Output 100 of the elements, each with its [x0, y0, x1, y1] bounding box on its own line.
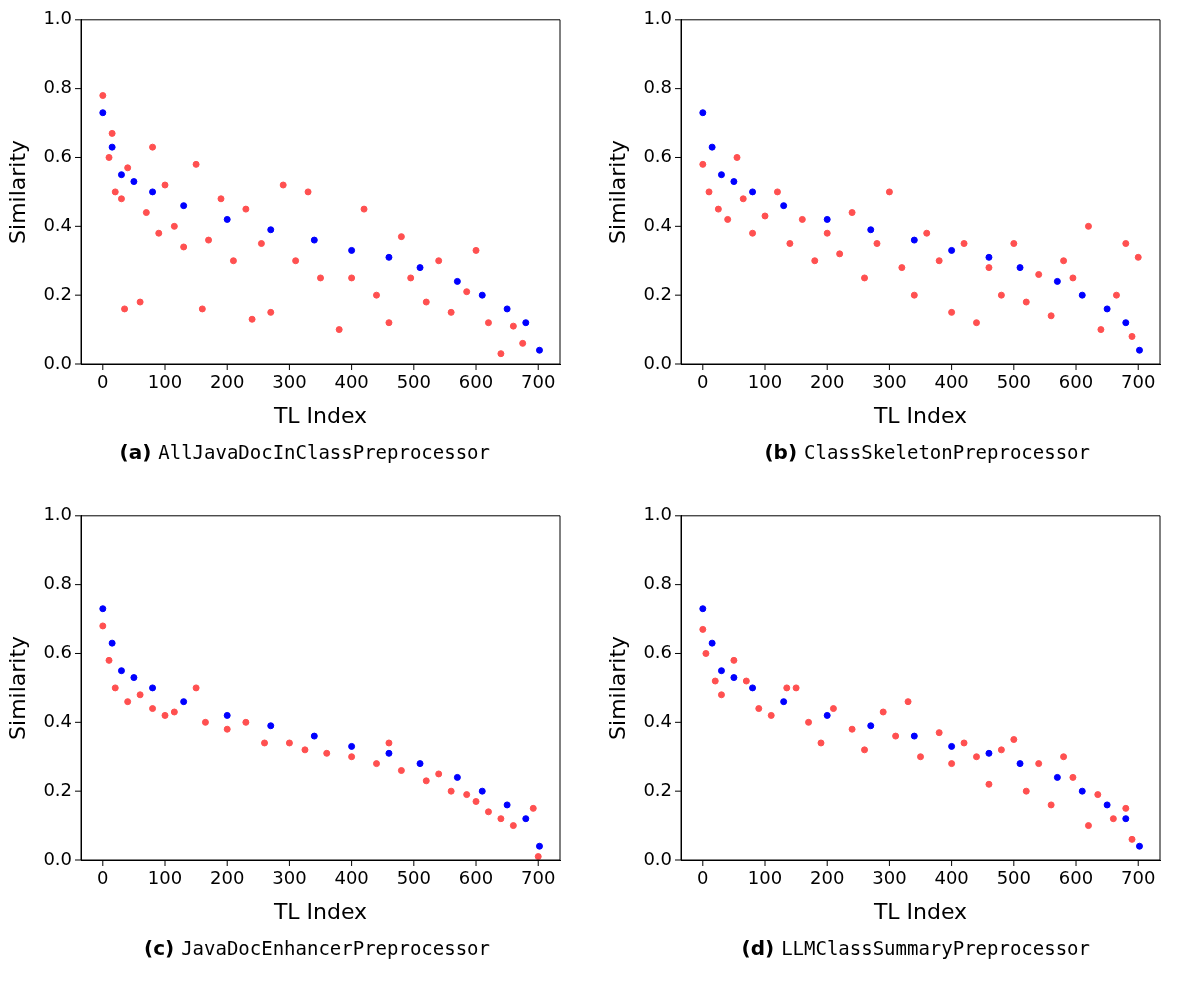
point: [373, 760, 380, 768]
y-axis-title: Similarity: [4, 139, 30, 244]
text: (b) ClassSkeletonPreprocessor: [764, 440, 1090, 464]
point: [161, 181, 169, 189]
point: [161, 711, 169, 719]
x-tick-label: 200: [810, 371, 845, 393]
point: [711, 677, 719, 685]
point: [724, 215, 732, 223]
x-axis-title: TL Index: [272, 898, 368, 924]
point: [416, 264, 424, 272]
point: [99, 622, 107, 630]
point: [229, 257, 237, 265]
point: [149, 705, 157, 713]
point: [267, 308, 275, 316]
point: [121, 305, 129, 313]
point: [973, 753, 980, 761]
point: [1078, 291, 1086, 299]
point: [708, 143, 716, 151]
point: [1047, 312, 1055, 320]
y-tick-label: 0.6: [643, 641, 673, 663]
point: [99, 109, 107, 117]
point: [960, 739, 968, 747]
point: [717, 667, 725, 675]
point: [985, 264, 993, 272]
point: [702, 649, 710, 657]
point: [497, 815, 505, 823]
x-axis-title: TL Index: [872, 402, 968, 428]
point: [201, 718, 209, 726]
x-tick-label: 200: [810, 867, 845, 889]
point: [997, 746, 1005, 754]
point: [422, 298, 430, 306]
point: [124, 698, 132, 706]
point: [1109, 815, 1117, 823]
y-tick-label: 0.8: [43, 572, 73, 594]
point: [773, 188, 781, 196]
point: [761, 212, 769, 220]
point: [198, 305, 206, 313]
y-tick-label: 0.0: [43, 847, 73, 869]
point: [509, 322, 517, 330]
x-tick-label: 400: [334, 867, 369, 889]
point: [1060, 257, 1068, 265]
point: [811, 257, 819, 265]
x-axis-title: TL Index: [272, 402, 368, 428]
point: [192, 160, 200, 168]
y-tick-label: 0.0: [43, 351, 73, 373]
point: [149, 143, 157, 151]
point: [817, 739, 825, 747]
y-tick-label: 0.8: [43, 76, 73, 98]
point: [717, 171, 725, 179]
y-tick-label: 0.4: [643, 213, 673, 235]
point: [823, 229, 831, 237]
x-tick-label: 600: [1058, 867, 1094, 889]
point: [1084, 222, 1092, 230]
point: [867, 722, 875, 730]
point: [304, 188, 312, 196]
point: [730, 178, 738, 186]
point: [397, 767, 405, 775]
point: [509, 822, 517, 830]
point: [472, 797, 480, 805]
point: [348, 246, 356, 254]
point: [1103, 305, 1111, 313]
point: [997, 291, 1005, 299]
point: [829, 705, 837, 713]
point: [910, 291, 918, 299]
x-tick-label: 600: [458, 867, 494, 889]
point: [836, 250, 844, 258]
point: [155, 229, 163, 237]
point: [463, 288, 471, 296]
point: [973, 319, 980, 327]
point: [749, 229, 757, 237]
x-axis-title: TL Index: [872, 898, 968, 924]
y-tick-label: 0.2: [643, 282, 673, 304]
x-tick-label: 100: [747, 867, 783, 889]
point: [985, 749, 993, 757]
point: [708, 639, 716, 647]
point: [108, 639, 116, 647]
point: [783, 684, 791, 692]
y-tick-label: 1.0: [43, 503, 73, 525]
point: [385, 739, 393, 747]
point: [529, 804, 537, 812]
point: [1016, 264, 1024, 272]
point: [985, 780, 993, 788]
y-tick-label: 0.2: [43, 282, 73, 304]
point: [117, 667, 125, 675]
point: [105, 153, 113, 161]
point: [205, 236, 213, 244]
point: [136, 691, 144, 699]
point: [1122, 804, 1130, 812]
point: [1135, 842, 1143, 850]
point: [910, 236, 918, 244]
point: [447, 308, 455, 316]
point: [910, 732, 918, 740]
x-tick-label: 700: [1121, 371, 1156, 393]
point: [136, 298, 144, 306]
point: [823, 215, 831, 223]
x-tick-label: 400: [934, 867, 969, 889]
x-tick-label: 500: [996, 867, 1031, 889]
point: [904, 698, 912, 706]
point: [99, 92, 107, 100]
point: [699, 160, 707, 168]
